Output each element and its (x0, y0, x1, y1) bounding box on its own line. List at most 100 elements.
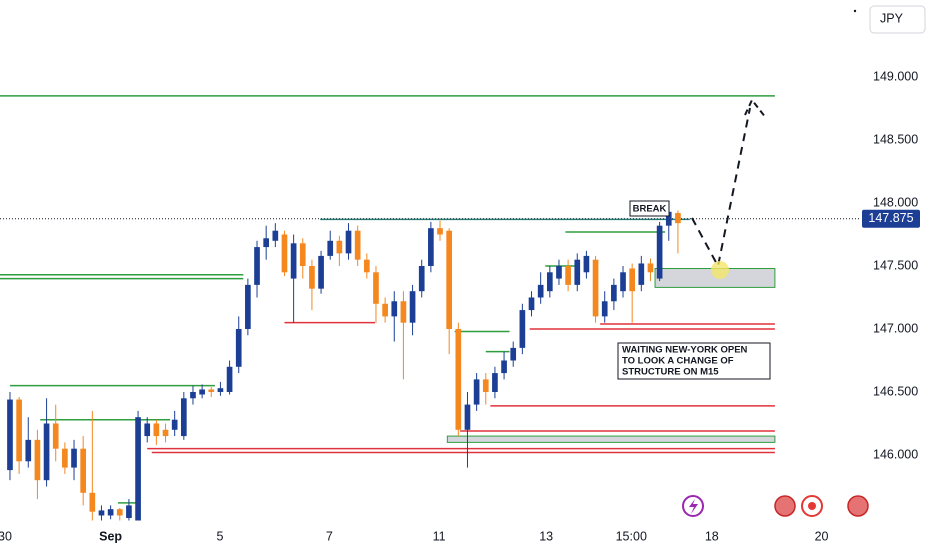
y-tick-label: 146.000 (873, 447, 918, 461)
candle-body (528, 297, 535, 311)
candle-body (89, 492, 96, 512)
flag-icon[interactable] (847, 495, 869, 517)
y-tick-label: 148.000 (873, 195, 918, 209)
candle-body (482, 379, 489, 392)
candle-body (611, 284, 617, 302)
candle-body (62, 448, 68, 468)
x-tick-label: Sep (99, 529, 122, 543)
candle-body (245, 284, 251, 329)
last-price-box (862, 209, 920, 228)
highlight (711, 261, 729, 279)
candle-body (620, 272, 626, 292)
candle-body (537, 284, 544, 298)
candle-body (601, 301, 608, 317)
dot (808, 502, 816, 510)
candle-body (675, 213, 681, 224)
annotation: TO LOOK A CHANGE OF (622, 356, 734, 367)
candle-body (162, 429, 169, 437)
candle-body (665, 211, 672, 226)
x-tick-label: 11 (433, 529, 446, 543)
candle-body (318, 255, 324, 289)
candle-body (546, 272, 553, 292)
y-tick-label: 147.000 (873, 321, 918, 335)
candle-body (116, 509, 123, 516)
candle-body (309, 265, 315, 289)
candle-body (52, 423, 59, 449)
candle-body (647, 263, 654, 273)
candle-body (190, 391, 196, 399)
last-price-label: 147.875 (868, 211, 913, 225)
candle-body (144, 423, 151, 437)
candle-body (272, 230, 279, 241)
candle-body (473, 379, 480, 405)
candle-body (556, 265, 562, 279)
candle-body (7, 399, 13, 471)
y-tick-label: 146.500 (873, 384, 918, 398)
candle-body (25, 439, 32, 462)
candle-body (180, 398, 187, 437)
candle-body (135, 417, 141, 521)
candle-body (171, 419, 178, 430)
candle-body (574, 259, 581, 285)
candle-body (510, 347, 517, 361)
candle-body (235, 328, 242, 367)
candle-body (98, 510, 105, 516)
candle-body (428, 228, 434, 266)
candle-body (263, 238, 270, 248)
annotation: STRUCTURE ON M15 (622, 367, 719, 378)
candle-body (107, 509, 114, 516)
candle-body (16, 399, 22, 462)
x-tick-label: 15:00 (616, 529, 647, 543)
annotation: WAITING NEW-YORK OPEN (622, 345, 748, 356)
candle-body (565, 265, 571, 285)
candle-body (126, 505, 132, 518)
candle-body (391, 301, 398, 317)
candle-body (592, 259, 599, 317)
annotation: BREAK (633, 204, 667, 215)
candle-body (446, 230, 453, 329)
x-tick-label: 20 (815, 529, 829, 543)
candle-body (34, 439, 41, 481)
candle-body (583, 255, 590, 273)
note-box (617, 342, 771, 380)
currency[interactable]: JPY (880, 11, 904, 25)
y-tick-label: 149.000 (873, 69, 918, 83)
dot (853, 9, 857, 13)
x-tick-label: 18 (705, 529, 719, 543)
candle-body (299, 243, 306, 266)
candle-body (418, 265, 425, 292)
candle-body (199, 389, 205, 395)
plot: 146.000 146.500 147.000 147.500 148.000 148.5… (0, 69, 918, 543)
candle-body (492, 373, 498, 392)
candle-body (409, 291, 416, 323)
x-tick-label: 13 (539, 529, 553, 543)
candle-body (217, 388, 224, 392)
candle-body (464, 404, 471, 430)
x-tick-label: 5 (216, 529, 223, 543)
candle-body (501, 360, 507, 374)
y-tick-label: 148.500 (873, 132, 918, 146)
candle-body (71, 448, 77, 468)
zone (446, 435, 776, 443)
candle-body (373, 272, 379, 304)
projection (691, 107, 751, 269)
candle-body (153, 423, 160, 437)
candle-body (638, 263, 645, 285)
candle-body (629, 268, 636, 292)
x-tick-label: 30 (0, 529, 12, 543)
candle-body (43, 423, 50, 481)
x-tick-label: 7 (326, 529, 333, 543)
candle-body (382, 303, 388, 317)
candle-body (327, 240, 334, 256)
candle-body (656, 225, 663, 279)
candle-body (437, 228, 443, 235)
currency-box[interactable] (869, 5, 926, 34)
candle-body (336, 240, 343, 254)
candle-body (290, 243, 297, 279)
candle-body (80, 448, 87, 493)
flag-icon[interactable] (774, 495, 796, 517)
candle-body (281, 234, 288, 273)
break-box (629, 200, 670, 217)
